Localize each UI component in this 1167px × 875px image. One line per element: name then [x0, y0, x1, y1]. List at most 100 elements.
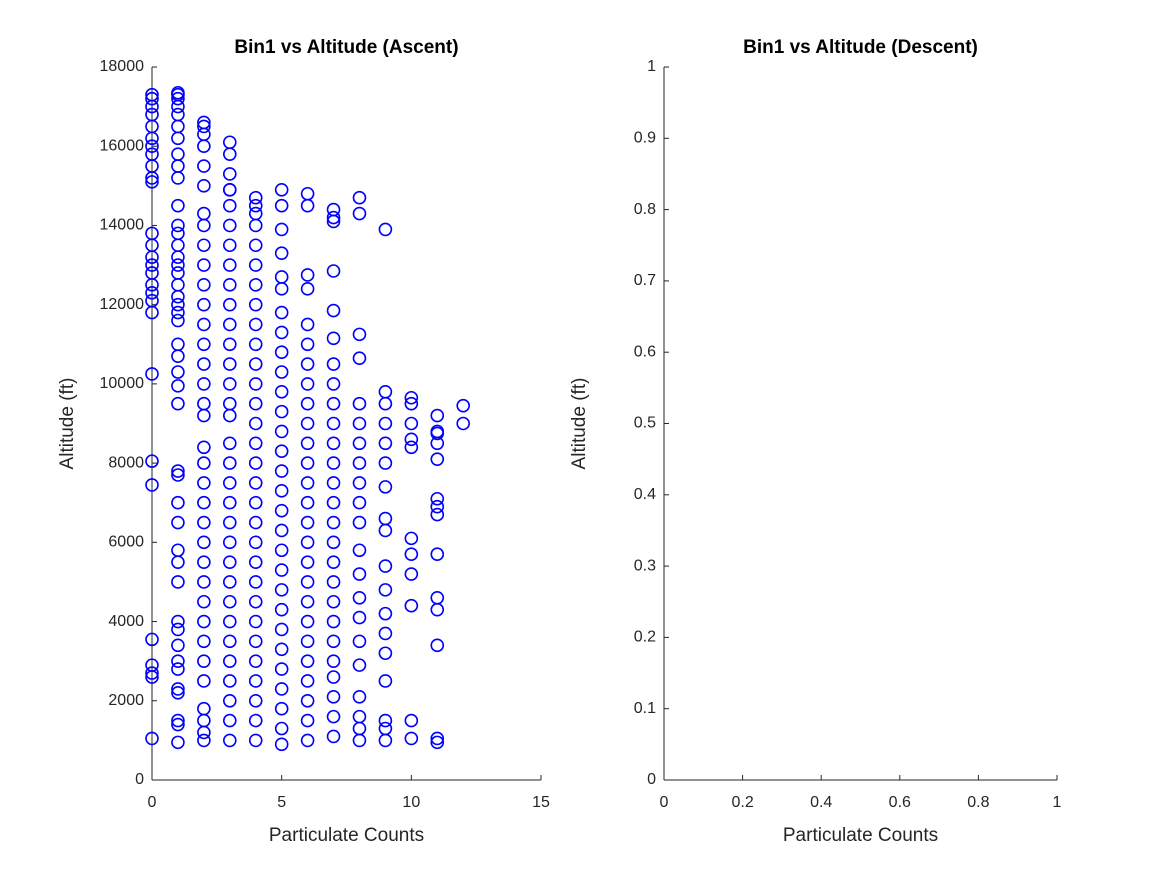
point: [223, 713, 237, 728]
x-tick-label: 0.8: [967, 794, 989, 811]
point: [223, 182, 237, 197]
y-tick-label: 0.6: [634, 343, 656, 360]
point: [274, 282, 289, 296]
point: [197, 159, 211, 173]
point: [223, 408, 237, 423]
point: [352, 327, 367, 342]
y-tick-label: 0.3: [634, 557, 656, 574]
point: [171, 515, 185, 530]
point: [274, 270, 289, 284]
point: [326, 396, 341, 411]
point: [223, 377, 237, 391]
point: [145, 454, 159, 468]
point: [171, 614, 185, 629]
point: [171, 735, 185, 750]
point: [352, 721, 367, 736]
point: [274, 701, 289, 716]
point: [248, 258, 263, 272]
point: [300, 456, 315, 470]
point: [171, 682, 185, 696]
point: [171, 349, 185, 363]
point: [223, 436, 237, 451]
point: [171, 278, 185, 292]
x-tick-label: 0: [148, 794, 157, 811]
point: [274, 345, 289, 360]
point: [223, 456, 237, 470]
point: [300, 186, 315, 201]
y-tick-label: 4000: [108, 613, 144, 630]
point: [300, 515, 315, 530]
point: [352, 436, 367, 451]
point: [171, 226, 185, 241]
point: [248, 238, 263, 253]
point: [248, 317, 263, 332]
point: [145, 99, 159, 114]
point: [326, 495, 341, 510]
point: [197, 725, 211, 740]
point: [197, 495, 211, 510]
point: [171, 717, 185, 732]
point: [223, 258, 237, 272]
point: [248, 495, 263, 510]
point: [274, 662, 289, 676]
point: [430, 547, 445, 562]
point: [404, 567, 419, 581]
point: [197, 218, 211, 233]
point: [378, 385, 393, 399]
point: [430, 426, 445, 441]
y-tick-label: 0.9: [634, 130, 656, 147]
point: [326, 555, 341, 569]
x-tick-label: 1: [1053, 794, 1062, 811]
point: [352, 515, 367, 530]
point: [197, 139, 211, 154]
point: [274, 503, 289, 518]
point: [378, 626, 393, 641]
point: [197, 317, 211, 332]
point: [352, 709, 367, 724]
point: [248, 555, 263, 569]
point: [248, 535, 263, 550]
point: [300, 268, 315, 282]
point: [326, 690, 341, 704]
y-tick-label: 0.2: [634, 629, 656, 646]
point: [300, 713, 315, 728]
point: [223, 693, 237, 708]
point: [326, 210, 341, 225]
point: [274, 424, 289, 439]
point: [326, 202, 341, 217]
point: [300, 654, 315, 668]
point: [274, 602, 289, 617]
point: [378, 511, 393, 526]
point: [248, 693, 263, 708]
point: [145, 258, 159, 272]
point: [197, 337, 211, 352]
point: [274, 198, 289, 213]
point: [197, 476, 211, 490]
point: [145, 175, 159, 189]
point: [326, 436, 341, 451]
point: [248, 278, 263, 292]
point: [326, 654, 341, 668]
point: [171, 198, 185, 213]
point: [300, 317, 315, 332]
point: [404, 432, 419, 447]
point: [274, 444, 289, 459]
point: [430, 452, 445, 466]
point: [300, 535, 315, 550]
point: [404, 390, 419, 405]
point: [197, 654, 211, 668]
point: [248, 416, 263, 431]
point: [197, 733, 211, 748]
point: [274, 721, 289, 736]
point: [326, 575, 341, 589]
point: [378, 646, 393, 661]
point: [197, 396, 211, 411]
point: [171, 147, 185, 161]
point: [378, 606, 393, 621]
point: [171, 238, 185, 253]
point: [248, 218, 263, 233]
point: [145, 171, 159, 185]
point: [197, 634, 211, 649]
y-tick-label: 0.4: [634, 486, 656, 503]
y-tick-label: 0: [647, 771, 656, 788]
